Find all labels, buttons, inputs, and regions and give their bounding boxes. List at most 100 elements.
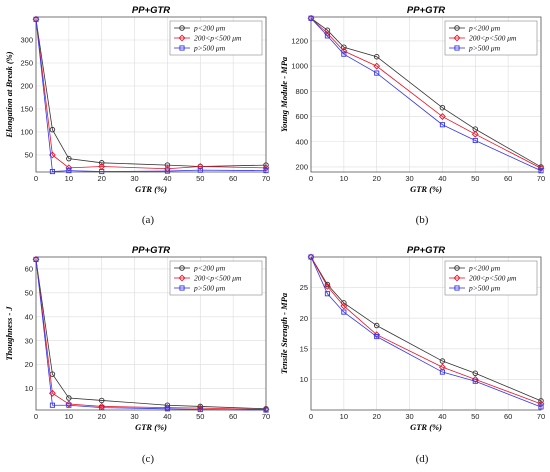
data-point <box>439 122 445 128</box>
x-tick-label: 30 <box>130 174 138 183</box>
legend-swatch-marker <box>179 25 185 31</box>
x-tick-label: 60 <box>229 174 237 183</box>
chart-panel-1: 0 10 20 30 40 50 60 70 50 100 150 200 250 300 PP+GTR GT… <box>4 5 270 226</box>
data-point <box>538 168 544 174</box>
legend-entry: 200<p<500 μm <box>194 34 242 43</box>
y-tick-label: 150 <box>20 105 33 114</box>
legend-swatch-marker <box>179 45 185 51</box>
y-axis-label: Tensile Strength - MPa <box>279 292 289 374</box>
panel-label: (d) <box>416 453 429 465</box>
data-point <box>263 407 269 413</box>
data-point <box>471 130 479 138</box>
legend-swatch-marker <box>454 265 460 271</box>
data-point <box>538 404 544 410</box>
y-tick-label: 25 <box>300 283 308 292</box>
x-tick-label: 30 <box>130 412 138 421</box>
y-tick-label: 800 <box>295 87 308 96</box>
series-line <box>35 259 267 410</box>
x-tick-label: 10 <box>340 412 348 421</box>
y-tick-label: 15 <box>300 344 308 353</box>
data-point <box>472 137 478 144</box>
legend-entry: 200<p<500 μm <box>469 34 517 43</box>
x-tick-label: 30 <box>405 174 413 183</box>
x-tick-label: 40 <box>163 412 171 421</box>
panel-label: (c) <box>142 453 155 465</box>
y-tick-label: 30 <box>25 336 33 345</box>
x-tick-label: 0 <box>34 174 38 183</box>
data-point <box>472 370 479 377</box>
data-point <box>33 256 39 262</box>
legend-entry: p<200 μm <box>193 264 226 273</box>
y-tick-label: 300 <box>20 36 33 45</box>
x-axis-label: GTR (%) <box>410 422 442 432</box>
series-line <box>310 256 542 408</box>
data-point <box>341 309 347 315</box>
y-tick-label: 250 <box>20 59 33 68</box>
x-tick-label: 0 <box>34 412 38 421</box>
x-tick-label: 70 <box>262 412 270 421</box>
legend-swatch-marker <box>178 274 186 282</box>
data-point <box>66 155 72 162</box>
axes-frame <box>35 16 267 173</box>
data-point <box>373 62 381 70</box>
x-tick-label: 40 <box>438 174 446 183</box>
series-line <box>310 17 542 172</box>
data-point <box>439 104 446 111</box>
x-tick-label: 30 <box>405 412 413 421</box>
data-point <box>33 16 39 22</box>
data-point <box>471 375 479 383</box>
data-point <box>164 162 171 168</box>
data-point <box>373 53 380 60</box>
data-point <box>472 378 478 384</box>
chart-title: PP+GTR <box>407 245 445 256</box>
data-point <box>324 291 330 297</box>
x-tick-label: 50 <box>196 412 204 421</box>
x-axis-label: GTR (%) <box>135 422 167 432</box>
data-point <box>537 164 545 172</box>
data-point <box>66 168 72 174</box>
data-point <box>49 126 56 133</box>
data-point <box>164 406 170 412</box>
series-line <box>35 19 267 170</box>
x-tick-label: 20 <box>373 174 381 183</box>
x-tick-label: 10 <box>65 174 73 183</box>
y-tick-label: 200 <box>20 82 33 91</box>
y-tick-label: 40 <box>25 312 33 321</box>
x-tick-label: 20 <box>98 412 106 421</box>
data-point <box>99 168 105 175</box>
data-point <box>308 15 314 21</box>
data-point <box>66 402 72 408</box>
legend-entry: 200<p<500 μm <box>194 274 242 283</box>
y-tick-label: 50 <box>25 288 33 297</box>
legend-entry: p<200 μm <box>468 24 501 33</box>
data-point <box>263 162 269 168</box>
chart-title: PP+GTR <box>132 245 170 256</box>
series-line <box>310 256 542 402</box>
legend-entry: p<200 μm <box>193 24 226 33</box>
data-point <box>324 27 331 33</box>
y-tick-label: 600 <box>295 112 308 121</box>
y-tick-label: 1200 <box>291 37 308 46</box>
data-point <box>438 113 446 120</box>
data-point <box>439 369 445 375</box>
x-tick-label: 10 <box>340 174 348 183</box>
y-tick-label: 20 <box>25 360 33 369</box>
data-point <box>374 70 380 76</box>
data-point <box>341 44 347 50</box>
legend-entry: p>500 μm <box>468 44 501 53</box>
data-point <box>197 403 204 410</box>
chart-panel-2: 0 10 20 30 40 50 60 70 200 400 600 800 1000 1200 PP+GT… <box>279 5 545 226</box>
legend-swatch-marker <box>179 285 185 291</box>
data-point <box>263 168 269 174</box>
y-tick-label: 10 <box>300 375 308 384</box>
data-point <box>197 406 203 413</box>
x-tick-label: 10 <box>65 412 73 421</box>
y-tick-label: 100 <box>20 128 33 137</box>
axes-frame <box>310 256 542 411</box>
legend-entry: p>500 μm <box>468 284 501 293</box>
chart-title: PP+GTR <box>407 5 445 16</box>
series-line <box>35 19 267 172</box>
